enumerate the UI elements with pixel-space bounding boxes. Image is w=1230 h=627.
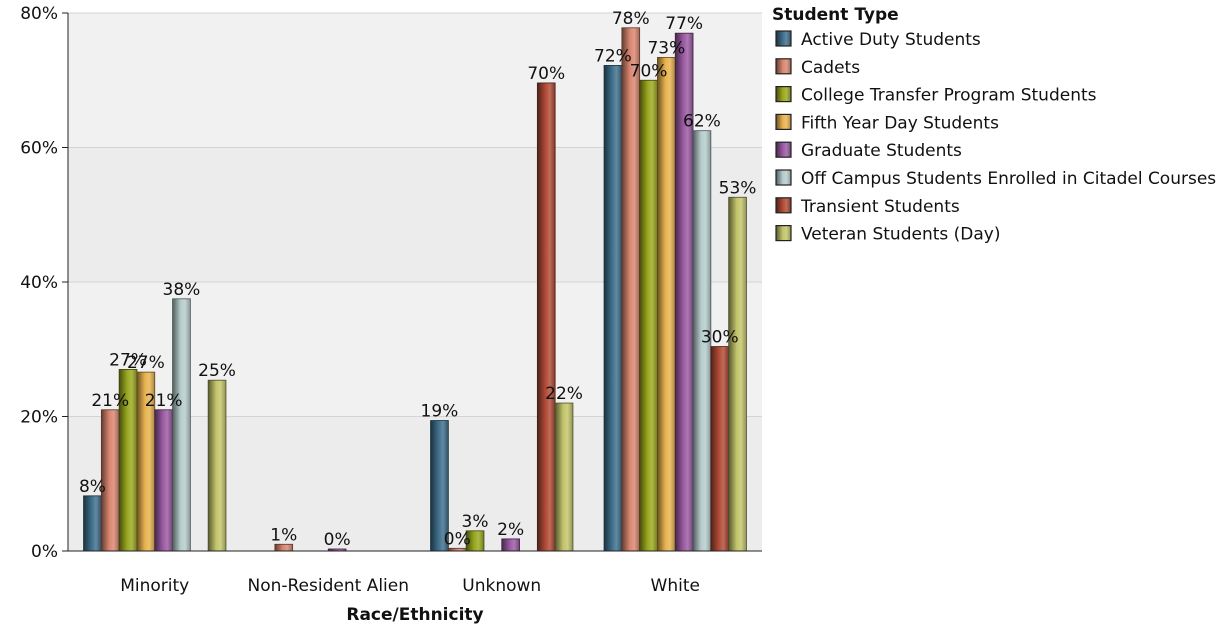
legend-item-active-duty-students: Active Duty Students	[775, 30, 981, 50]
bar-transient-students-unknown	[536, 82, 556, 552]
y-tick-label: 0%	[31, 542, 58, 562]
data-label: 27%	[127, 353, 165, 373]
bar-cadets-white	[621, 27, 641, 552]
legend-swatch	[775, 141, 792, 158]
legend-swatch	[775, 169, 792, 186]
bar-veteran-students-day-minority	[207, 379, 227, 552]
legend-label: College Transfer Program Students	[801, 86, 1097, 106]
y-tick-label: 60%	[20, 139, 58, 159]
legend-item-off-campus-students-enrolled-in-citadel-courses: Off Campus Students Enrolled in Citadel …	[775, 169, 1216, 189]
legend-label: Off Campus Students Enrolled in Citadel …	[801, 169, 1216, 189]
data-label: 72%	[594, 46, 632, 66]
x-category-label: Unknown	[462, 576, 541, 596]
legend-item-fifth-year-day-students: Fifth Year Day Students	[775, 113, 999, 133]
legend-swatch	[775, 225, 792, 242]
data-label: 21%	[91, 391, 129, 411]
data-label: 2%	[497, 520, 524, 540]
data-label: 27%	[109, 350, 147, 370]
legend-item-cadets: Cadets	[775, 58, 860, 78]
bars	[83, 27, 747, 552]
legend-title: Student Type	[772, 5, 899, 25]
bar-veteran-students-day-white	[728, 196, 747, 552]
legend-label: Graduate Students	[801, 141, 962, 161]
data-label: 77%	[665, 14, 703, 34]
legend-label: Cadets	[801, 58, 860, 78]
axes	[67, 13, 762, 552]
data-label: 25%	[198, 361, 236, 381]
data-label: 30%	[701, 328, 739, 348]
data-label: 0%	[324, 530, 351, 550]
data-label: 38%	[163, 280, 201, 300]
bar-graduate-students-minority	[154, 409, 173, 552]
data-label: 0%	[444, 529, 471, 549]
legend-label: Veteran Students (Day)	[801, 225, 1001, 245]
x-category-label: Minority	[120, 576, 189, 596]
data-label: 70%	[630, 61, 668, 81]
data-label: 8%	[79, 477, 106, 497]
legend-item-graduate-students: Graduate Students	[775, 141, 962, 161]
data-label: 73%	[647, 38, 685, 58]
data-label: 53%	[719, 178, 757, 198]
data-labels: 8%21%27%27%21%38%25%1% 0%19%0%3% 2%70%22%7…	[79, 9, 756, 550]
bar-cadets-non-resident-alien	[274, 543, 294, 552]
data-label: 62%	[683, 112, 721, 132]
y-axis-ticks: 0% 20% 40% 60% 80%	[20, 4, 68, 562]
data-label: 78%	[612, 9, 650, 29]
bar-transient-students-white	[710, 346, 730, 552]
data-label: 19%	[421, 402, 459, 422]
legend-swatch	[775, 113, 792, 131]
data-label: 3%	[462, 512, 489, 532]
bar-off-campus-students-enrolled-in-citadel-courses-minority	[172, 298, 191, 552]
bar-graduate-students-unknown	[501, 538, 520, 552]
bar-fifth-year-day-students-white	[657, 56, 676, 552]
x-axis-title: Race/Ethnicity	[346, 605, 483, 625]
y-tick-label: 80%	[20, 4, 58, 24]
legend-swatch	[775, 197, 792, 214]
legend-label: Transient Students	[800, 197, 960, 217]
bar-active-duty-students-minority	[83, 495, 102, 552]
bar-college-transfer-program-students-white	[639, 79, 658, 552]
legend-item-transient-students: Transient Students	[775, 197, 960, 217]
bar-veteran-students-day-unknown	[554, 402, 574, 552]
category-labels: Minority Non-Resident Alien Unknown White	[120, 576, 700, 596]
legend-swatch	[775, 30, 792, 47]
legend-swatch	[775, 85, 792, 103]
legend-swatch	[775, 58, 792, 75]
data-label: 21%	[145, 391, 183, 411]
bar-active-duty-students-white	[603, 65, 623, 552]
legend-item-veteran-students-day: Veteran Students (Day)	[775, 225, 1001, 245]
data-label: 70%	[527, 64, 565, 84]
data-label: 1%	[270, 525, 297, 545]
legend-label: Active Duty Students	[801, 30, 981, 50]
legend: Student Type Active Duty Students Cadets C…	[772, 5, 1216, 245]
legend-label: Fifth Year Day Students	[801, 113, 999, 133]
x-category-label: Non-Resident Alien	[247, 576, 409, 596]
data-label: 22%	[545, 384, 583, 404]
x-category-label: White	[651, 576, 700, 596]
y-tick-label: 20%	[20, 408, 58, 428]
legend-item-college-transfer-program-students: College Transfer Program Students	[775, 85, 1097, 106]
y-tick-label: 40%	[20, 273, 58, 293]
